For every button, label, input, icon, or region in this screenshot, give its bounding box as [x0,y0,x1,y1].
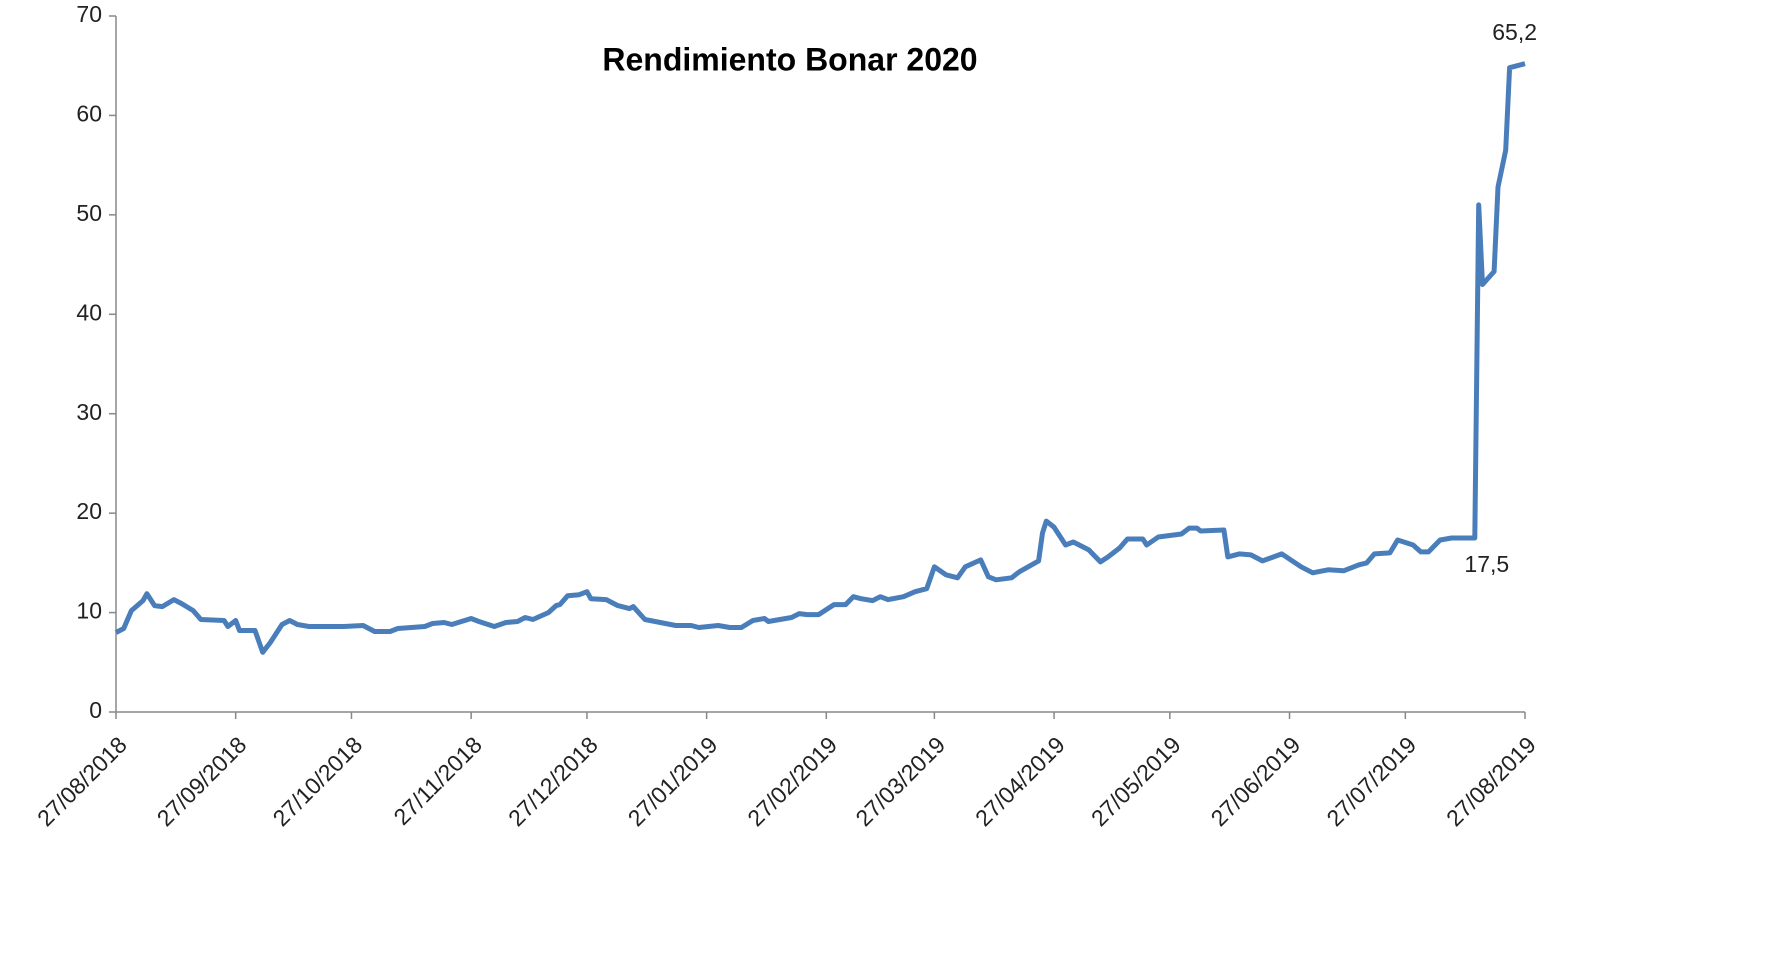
annotation: 17,5 [1464,551,1509,577]
x-tick-label: 27/11/2018 [388,731,487,830]
y-tick-label: 70 [76,1,102,27]
y-tick-label: 60 [76,101,102,127]
x-tick-label: 27/04/2019 [970,731,1070,831]
y-tick-label: 10 [76,598,102,624]
y-tick-label: 50 [76,200,102,226]
y-tick-label: 30 [76,399,102,425]
line-series [114,61,1526,655]
x-tick-label: 27/08/2018 [32,731,132,831]
y-tick-label: 40 [76,299,102,325]
x-tick-label: 27/02/2019 [742,731,842,831]
y-tick-label: 0 [89,697,102,723]
x-tick-label: 27/07/2019 [1321,731,1421,831]
x-tick-label: 27/03/2019 [850,731,950,831]
x-tick-label: 27/05/2019 [1086,731,1186,831]
x-tick-label: 27/12/2018 [503,731,603,831]
y-tick-label: 20 [76,498,102,524]
x-tick-label: 27/01/2019 [623,731,723,831]
x-tick-label: 27/10/2018 [268,731,368,831]
x-tick-label: 27/09/2018 [152,731,252,831]
x-tick-label: 27/06/2019 [1206,731,1306,831]
chart-title: Rendimiento Bonar 2020 [602,41,977,77]
annotation: 65,2 [1492,19,1537,45]
x-tick-label: 27/08/2019 [1441,731,1541,831]
